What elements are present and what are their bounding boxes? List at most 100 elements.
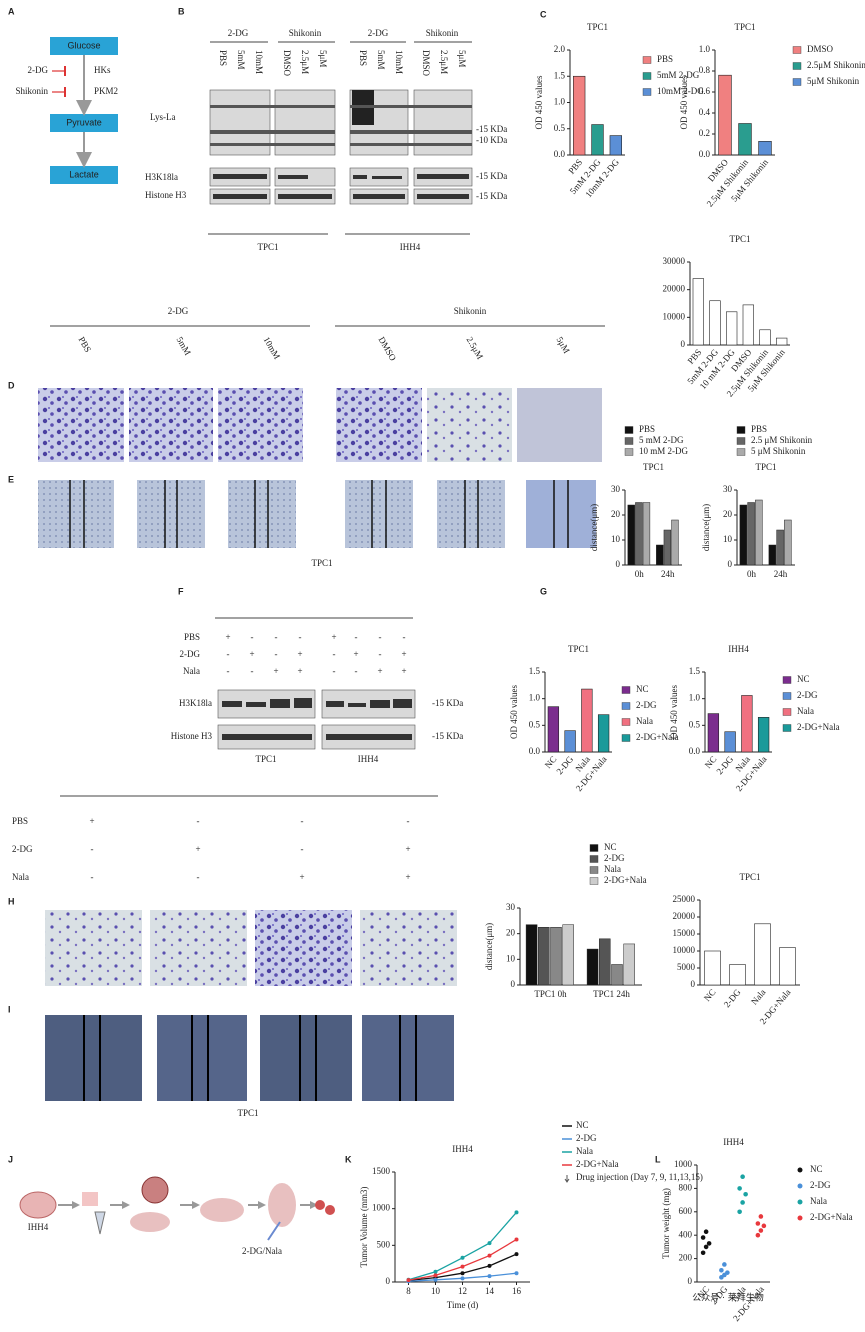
bar (609, 135, 623, 156)
lane-label: 10mM (254, 50, 264, 74)
bar (586, 948, 599, 986)
y-tick-label: 200 (679, 1253, 693, 1263)
legend-label: 10mM 2-DG (657, 86, 704, 96)
note-arrow (564, 1175, 570, 1183)
treatment-sign: - (355, 666, 358, 676)
enzyme: PKM2 (94, 86, 118, 96)
point (740, 1174, 745, 1179)
group-label: 2-DG (168, 306, 189, 316)
inhibitor: 2-DG (28, 65, 49, 75)
size-label: -15 KDa (432, 698, 463, 708)
y-axis-label: OD 450 values (534, 75, 544, 129)
y-tick-label: 0.0 (689, 746, 701, 756)
y-tick-label: 20 (506, 928, 516, 938)
chart-title: TPC1 (587, 22, 608, 32)
legend-swatch (589, 844, 599, 852)
legend-swatch (792, 78, 802, 86)
y-tick-label: 20000 (673, 911, 696, 921)
bar (663, 529, 672, 566)
y-axis-label: OD 450 values (669, 685, 679, 739)
point (460, 1264, 465, 1269)
bar (779, 947, 796, 986)
y-tick-label: 1000 (674, 1159, 693, 1169)
x-tick-label: TPC1 24h (593, 989, 630, 999)
treatment-sign: + (297, 649, 302, 659)
point (487, 1274, 492, 1279)
treatment-sign: - (91, 872, 94, 882)
x-tick-label: 2-DG (722, 987, 743, 1010)
y-axis-label: OD 450 values (509, 685, 519, 739)
point (433, 1277, 438, 1282)
y-axis-label: distance(μm) (701, 504, 711, 551)
chart-layer: A B C D E F G H I J K L Glucose Pyruvate Lactate 2-DG HK… (8, 6, 865, 1323)
cell-label: TPC1 (255, 754, 276, 764)
size-label: -15 KDa (432, 731, 463, 741)
legend-swatch (797, 1199, 803, 1205)
y-tick-label: 0 (511, 979, 516, 989)
panel-letter: H (8, 896, 15, 906)
series-line (408, 1211, 517, 1281)
bar (776, 529, 784, 566)
point (487, 1241, 492, 1246)
bar (757, 717, 770, 753)
treatment-sign: + (195, 844, 200, 854)
y-tick-label: 0 (386, 1276, 391, 1286)
treatment-sign: - (301, 844, 304, 854)
chart-title: TPC1 (739, 872, 760, 882)
bar (707, 713, 720, 753)
bar (599, 938, 611, 986)
lane-label: 10mM (261, 335, 282, 361)
point (433, 1273, 438, 1278)
legend-label: 2-DG (604, 853, 625, 863)
legend-label: 10 mM 2-DG (639, 446, 688, 456)
point (722, 1262, 727, 1267)
legend-swatch (621, 686, 631, 694)
bar (718, 74, 732, 156)
legend-label: Nala (810, 1196, 827, 1206)
y-tick-label: 10 (506, 953, 516, 963)
legend-swatch (797, 1215, 803, 1221)
point (460, 1276, 465, 1281)
treatment-sign: - (197, 816, 200, 826)
treatment-sign: + (297, 666, 302, 676)
group-label: Shikonin (289, 28, 322, 38)
x-axis-label: Time (d) (447, 1300, 478, 1310)
x-tick-label: 12 (458, 1286, 467, 1296)
x-tick-label: NC (702, 987, 718, 1003)
point (487, 1263, 492, 1268)
treatment-sign: + (405, 872, 410, 882)
panel-letter: J (8, 1154, 13, 1164)
bar (550, 927, 562, 986)
group-label: Shikonin (426, 28, 459, 38)
legend-swatch (589, 866, 599, 874)
legend-swatch (782, 692, 792, 700)
legend-label: 5μM Shikonin (807, 76, 860, 86)
y-tick-label: 800 (679, 1182, 693, 1192)
legend-swatch (642, 56, 652, 64)
y-tick-label: 0.0 (554, 149, 566, 159)
bar (656, 544, 664, 566)
bar (739, 504, 748, 566)
treatment-sign: + (89, 816, 94, 826)
treatment-sign: + (353, 649, 358, 659)
pathway-diagram (50, 37, 118, 184)
x-tick-label: 16 (512, 1286, 522, 1296)
y-tick-label: 0 (681, 339, 686, 349)
western-blot-f (60, 617, 438, 797)
lane-label: 5μM (318, 50, 328, 67)
panel-letter: G (540, 586, 547, 596)
legend-swatch (792, 62, 802, 70)
x-tick-label: 14 (485, 1286, 495, 1296)
legend-label: NC (636, 684, 649, 694)
lane-label: 5mM (174, 335, 192, 357)
point (514, 1210, 519, 1215)
legend-label: 2-DG+Nala (604, 875, 647, 885)
inhibitor: Shikonin (15, 86, 48, 96)
legend-swatch (782, 724, 792, 732)
lane-label: PBS (218, 50, 228, 66)
y-tick-label: 0 (616, 559, 621, 569)
point (755, 1221, 761, 1226)
x-tick-label: 8 (406, 1286, 411, 1296)
chart-title: TPC1 (643, 462, 664, 472)
y-tick-label: 10000 (673, 945, 696, 955)
